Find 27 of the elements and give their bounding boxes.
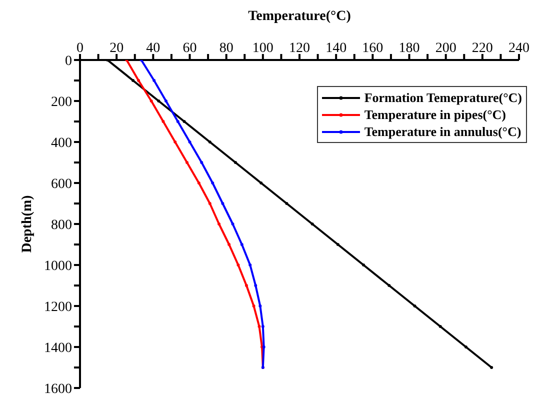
x-tick-label: 140: [326, 41, 347, 56]
y-tick-label: 400: [51, 136, 72, 151]
legend-label: Temperature in annulus(°C): [364, 123, 522, 140]
x-tick-label: 220: [472, 41, 493, 56]
y-tick-label: 600: [51, 176, 72, 192]
x-tick-label: 200: [435, 41, 456, 56]
y-tick-label: 800: [51, 218, 72, 233]
y-tick-label: 0: [65, 54, 72, 69]
x-tick-label: 160: [362, 41, 384, 56]
x-axis-title: Temperature(°C): [248, 8, 352, 24]
x-tick-label: 60: [182, 41, 197, 56]
x-tick-label: 180: [398, 41, 420, 56]
y-tick-label: 1400: [44, 340, 72, 356]
x-tick-label: 40: [146, 41, 160, 56]
y-axis-title: Depth(m): [20, 194, 35, 253]
y-tick-label: 1200: [44, 300, 72, 315]
x-tick-label: 0: [76, 41, 84, 56]
y-tick-label: 1000: [44, 258, 72, 274]
x-tick-label: 100: [252, 41, 274, 56]
legend-label: Temperature in pipes(°C): [364, 106, 506, 123]
y-tick-label: 200: [51, 94, 72, 110]
x-tick-label: 20: [110, 41, 124, 56]
y-tick-label: 1600: [44, 382, 72, 397]
x-tick-label: 80: [219, 41, 234, 56]
x-tick-label: 240: [508, 41, 530, 56]
x-tick-label: 120: [289, 41, 310, 56]
legend-label: Formation Temeprature(°C): [364, 89, 522, 106]
